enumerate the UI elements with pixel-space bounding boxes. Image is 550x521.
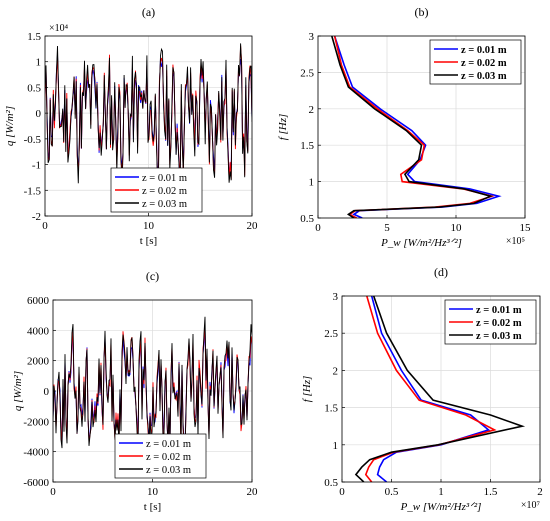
panel-title: (a) <box>142 5 155 19</box>
y-tick-label: 3 <box>333 291 339 303</box>
series-group <box>45 43 252 186</box>
y-tick-label: 0.5 <box>300 213 314 225</box>
series-group <box>331 36 502 218</box>
y-tick-label: 0 <box>44 386 50 398</box>
legend-entry: z = 0.01 m <box>476 305 522 316</box>
y-tick-label: 4000 <box>27 325 50 337</box>
x-tick-label: 0 <box>50 486 56 498</box>
x-axis-label: P_w [W/m²/Hz³ᐟ²] <box>380 237 462 249</box>
x-tick-label: 2 <box>537 486 543 498</box>
x-tick-label: 0 <box>42 220 48 232</box>
y-tick-label: 2.5 <box>324 328 338 340</box>
panel-c: 0 10 20 -6000 -4000 -2000 0 2000 4000 6000 (c) t [s… <box>12 269 258 513</box>
x-tick-label: 10 <box>451 222 463 234</box>
legend-box <box>444 299 537 345</box>
x-tick-label: 20 <box>247 220 259 232</box>
x-axis-label: t [s] <box>144 501 161 513</box>
y-tick-label: 1 <box>309 177 315 189</box>
x-tick-label: 10 <box>143 220 155 232</box>
series-line-3 <box>53 316 252 452</box>
legend: z = 0.01 m z = 0.02 m z = 0.03 m <box>444 299 537 345</box>
y-tick-label: 2 <box>333 365 339 377</box>
y-tick-label: -2 <box>32 211 41 223</box>
x-tick-label: 0 <box>315 222 321 234</box>
legend-entry: z = 0.02 m <box>146 452 191 463</box>
legend-entry: z = 0.01 m <box>461 45 507 56</box>
y-axis-label: q [W/m²] <box>12 371 24 411</box>
y-tick-label: 1.5 <box>27 31 41 43</box>
panel-title: (d) <box>434 265 448 279</box>
legend-entry: z = 0.03 m <box>461 71 507 82</box>
y-tick-label: 0.5 <box>27 82 41 94</box>
y-tick-label: 6000 <box>27 295 50 307</box>
legend: z = 0.01 m z = 0.02 m z = 0.03 m <box>110 167 203 213</box>
y-axis-label: q [W/m²] <box>4 106 16 146</box>
series-line-3 <box>354 296 526 482</box>
legend: z = 0.01 m z = 0.02 m z = 0.03 m <box>114 433 207 479</box>
x-tick-label: 5 <box>384 222 390 234</box>
axes-frame <box>317 35 526 219</box>
panel-title: (c) <box>146 269 159 283</box>
x-tick-label: 1.5 <box>484 486 498 498</box>
series-line-2 <box>364 296 497 482</box>
panel-b: 0 5 10 15 0.5 1 1.5 2 2.5 3 (b) ×10⁵ P_w [W/m²/Hz³ᐟ²… <box>277 5 531 249</box>
x-tick-label: 1 <box>438 486 444 498</box>
y-tick-label: -1.5 <box>24 185 42 197</box>
axis-exponent: ×10⁷ <box>521 500 541 511</box>
y-axis-label: f [Hz] <box>301 376 313 403</box>
series-group <box>53 316 252 453</box>
x-axis-label: P_w [W/m²/Hz³ᐟ²] <box>400 501 482 513</box>
legend-entry: z = 0.03 m <box>146 465 191 476</box>
y-tick-label: 2000 <box>27 356 50 368</box>
legend-entry: z = 0.03 m <box>142 199 187 210</box>
y-tick-label: 1.5 <box>300 140 314 152</box>
x-tick-label: 15 <box>520 222 532 234</box>
legend: z = 0.01 m z = 0.02 m z = 0.03 m <box>429 39 522 85</box>
y-tick-label: 2 <box>309 104 315 116</box>
y-tick-label: -1 <box>32 160 41 172</box>
y-tick-label: -2000 <box>23 416 49 428</box>
y-axis-label: f [Hz] <box>277 114 289 141</box>
x-tick-label: 10 <box>147 486 159 498</box>
y-tick-label: -4000 <box>23 447 49 459</box>
y-tick-label: 1 <box>36 57 42 69</box>
y-tick-label: 0 <box>36 108 42 120</box>
series-line-3 <box>331 36 493 218</box>
y-tick-label: 0.5 <box>324 477 338 489</box>
x-tick-label: 0 <box>339 486 345 498</box>
y-tick-label: 1 <box>333 440 339 452</box>
y-tick-label: 3 <box>309 31 315 43</box>
series-group <box>354 296 526 482</box>
x-axis-label: t [s] <box>140 235 157 247</box>
y-tick-label: 2.5 <box>300 67 314 79</box>
legend-entry: z = 0.02 m <box>461 58 507 69</box>
y-tick-label: -6000 <box>23 477 49 489</box>
legend-entry: z = 0.01 m <box>146 439 191 450</box>
panel-title: (b) <box>415 5 429 19</box>
legend-entry: z = 0.02 m <box>476 318 522 329</box>
y-tick-label: 1.5 <box>324 403 338 415</box>
y-tick-label: -0.5 <box>24 134 42 146</box>
x-tick-label: 20 <box>247 486 259 498</box>
panel-a: 0 10 20 -2 -1.5 -1 -0.5 0 0.5 1 1.5 (a) ×10⁴ t [s] q [… <box>4 5 258 247</box>
legend-entry: z = 0.03 m <box>476 331 522 342</box>
axis-exponent: ×10⁴ <box>49 23 69 34</box>
legend-entry: z = 0.02 m <box>142 186 187 197</box>
legend-entry: z = 0.01 m <box>142 173 187 184</box>
x-tick-label: 0.5 <box>385 486 399 498</box>
series-line-3 <box>45 43 252 186</box>
axis-exponent: ×10⁵ <box>506 236 525 247</box>
